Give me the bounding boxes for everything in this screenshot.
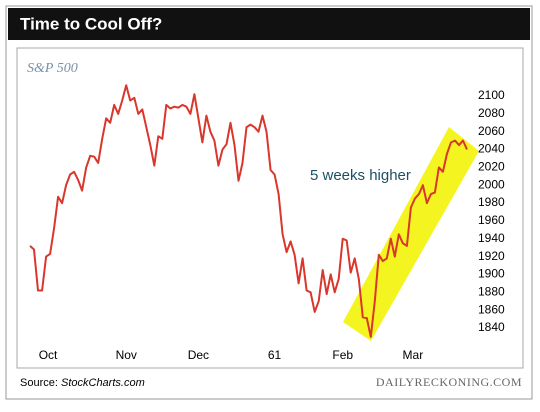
subtitle: S&P 500 xyxy=(27,61,78,76)
x-tick-label: Nov xyxy=(116,348,137,362)
title-bar xyxy=(8,8,530,40)
annotation: 5 weeks higher xyxy=(310,167,411,184)
brand: DAILYRECKONING.COM xyxy=(376,375,522,389)
source: Source: StockCharts.com xyxy=(20,377,145,389)
y-tick-label: 1940 xyxy=(478,231,505,245)
x-tick-label: 61 xyxy=(268,348,282,362)
x-tick-label: Feb xyxy=(332,348,353,362)
y-tick-label: 2080 xyxy=(478,106,505,120)
y-tick-label: 1840 xyxy=(478,320,505,334)
y-tick-label: 2000 xyxy=(478,177,505,191)
line-series xyxy=(29,84,468,338)
y-tick-label: 1880 xyxy=(478,284,505,298)
plot: 1840 1860 1880 1900 1920 1940 1960 1980 2000 2020… xyxy=(29,84,505,362)
y-tick-label: 1980 xyxy=(478,195,505,209)
y-tick-label: 2060 xyxy=(478,124,505,138)
chart-title: Time to Cool Off? xyxy=(20,14,162,33)
y-tick-label: 1900 xyxy=(478,267,505,281)
trend-band xyxy=(343,127,479,341)
plot-frame xyxy=(16,47,524,369)
source-name: StockCharts.com xyxy=(61,377,145,389)
x-tick-label: Mar xyxy=(403,348,424,362)
y-tick-label: 1860 xyxy=(478,302,505,316)
x-tick-label: Oct xyxy=(39,348,58,362)
y-tick-label: 2040 xyxy=(478,142,505,156)
y-tick-label: 2020 xyxy=(478,160,505,174)
y-tick-label: 1920 xyxy=(478,249,505,263)
x-tick-label: Dec xyxy=(188,348,209,362)
y-tick-label: 1960 xyxy=(478,213,505,227)
y-tick-label: 2100 xyxy=(478,88,505,102)
source-label: Source: xyxy=(20,377,58,389)
